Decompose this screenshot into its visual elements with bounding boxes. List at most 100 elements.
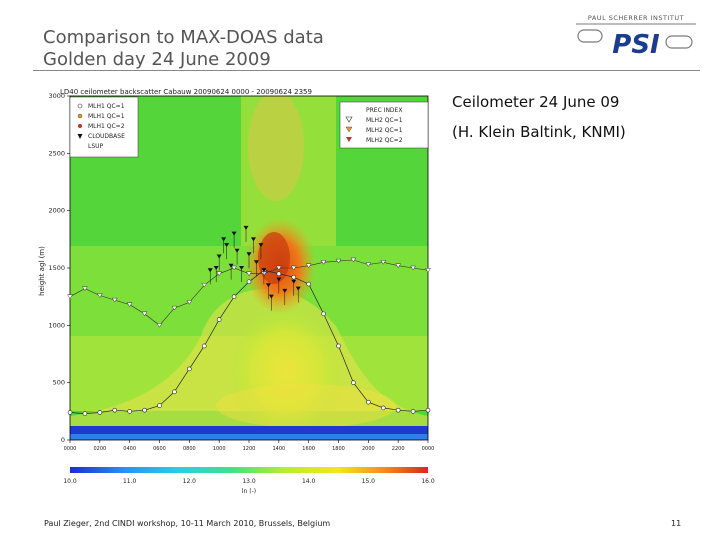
- cloudbase-point: [224, 243, 230, 248]
- residual-points: [67, 257, 431, 328]
- legend-mlh1-qc2-marker: [78, 124, 82, 128]
- cloudbase-points: [207, 225, 301, 311]
- y-tick-label: 1000: [48, 321, 65, 329]
- residual-point: [410, 265, 417, 271]
- residual-point: [395, 263, 402, 269]
- cloudbase-point: [239, 266, 245, 270]
- colorbar-tick-label: 14.0: [302, 478, 316, 485]
- residual-point: [380, 260, 387, 265]
- legend-mlh1-qc1b: MLH1 QC=1: [88, 113, 125, 120]
- cloudbase-point: [261, 268, 267, 273]
- legend-mlh1-qc2: MLH1 QC=2: [88, 123, 125, 130]
- y-tick-label: 1500: [48, 264, 65, 272]
- cloudbase-point: [207, 268, 213, 273]
- residual-point: [111, 297, 118, 303]
- residual-point: [320, 260, 327, 265]
- mlh1-point: [127, 409, 132, 414]
- y-tick-label: 0: [61, 436, 65, 444]
- footer-text: Paul Zieger, 2nd CINDI workshop, 10-11 M…: [44, 519, 331, 528]
- legend-mlh1-qc1: MLH1 QC=1: [88, 103, 125, 110]
- residual-point: [365, 262, 372, 268]
- residual-point: [305, 263, 312, 269]
- cloudbase-point: [234, 248, 240, 253]
- mlh1-point: [231, 294, 237, 299]
- x-tick-label: 1400: [272, 446, 285, 452]
- residual-point: [290, 265, 297, 271]
- cloudbase-point: [276, 277, 282, 282]
- x-tick-label: 2200: [392, 446, 405, 452]
- title-divider: [33, 70, 700, 71]
- residual-point: [96, 293, 103, 298]
- slide-title: Comparison to MAX-DOAS data Golden day 2…: [43, 27, 324, 71]
- colorbar-tick-label: 10.0: [63, 478, 77, 485]
- logo-mark: PSI: [612, 30, 660, 58]
- institute-name: PAUL SCHERRER INSTITUT: [588, 14, 684, 22]
- mlh1-point: [366, 399, 371, 405]
- residual-point: [216, 271, 223, 277]
- residual-point: [186, 300, 193, 305]
- x-tick-label: 1800: [332, 446, 345, 452]
- x-tick-label: 2000: [362, 446, 375, 452]
- x-tick-label: 0000: [64, 446, 77, 452]
- x-tick-label: 0800: [183, 446, 196, 452]
- ceilometer-figure: LD40 ceilometer backscatter Cabauw 20090…: [38, 88, 435, 495]
- y-tick-label: 2500: [48, 149, 65, 157]
- mlh1-point: [276, 271, 282, 277]
- residual-point: [171, 305, 178, 311]
- cloudbase-point: [253, 260, 259, 265]
- legend-right: [339, 101, 429, 149]
- x-tick-label: 0400: [123, 446, 136, 452]
- legend-cloudbase-marker: [77, 134, 83, 139]
- mlh1-point: [216, 317, 222, 322]
- colorbar-tick-label: 13.0: [242, 478, 256, 485]
- colorbar-tick-label: 16.0: [421, 478, 435, 485]
- residual-point: [350, 257, 357, 263]
- mlh1-point: [172, 389, 177, 395]
- mlh1-point: [246, 279, 252, 285]
- legend-mlh2-qc1: MLH2 QC=1: [366, 117, 403, 124]
- x-ticks: 0000 0200 0400 0600 0800 1000 1200 1400 1600 1800…: [64, 440, 435, 452]
- mlh1-point: [291, 274, 297, 280]
- colorbar-tick-label: 15.0: [362, 478, 376, 485]
- legend-mlh2-qc1-marker: [345, 116, 353, 123]
- mlh1-point: [142, 407, 147, 413]
- y-tick-label: 2000: [48, 207, 65, 215]
- title-line-2: Golden day 24 June 2009: [43, 49, 271, 70]
- cloudbase-point: [291, 279, 297, 284]
- cloudbase-point: [250, 237, 256, 242]
- residual-point: [126, 302, 133, 308]
- mlh1-point: [425, 407, 431, 413]
- cloudbase-point: [265, 283, 271, 288]
- mlh1-point: [97, 410, 103, 415]
- cloudbase-point: [231, 231, 237, 236]
- x-tick-label: 1600: [302, 446, 315, 452]
- legend-lsup: LSUP: [88, 143, 104, 150]
- legend-mlh1-qc1-marker: [77, 103, 83, 109]
- residual-point: [425, 268, 431, 273]
- psi-logo: PAUL SCHERRER INSTITUT PSI: [576, 14, 696, 58]
- mlh1-point: [380, 405, 386, 411]
- residual-point: [275, 265, 282, 271]
- residual-point: [231, 265, 238, 271]
- x-tick-label: 0000: [422, 446, 435, 452]
- colorbar-tick-label: 12.0: [183, 478, 197, 485]
- x-tick-label: 1200: [243, 446, 256, 452]
- legend-mlh2-qc2: MLH2 QC=2: [366, 137, 403, 144]
- legend-mlh1-qc1b-marker: [77, 113, 83, 119]
- residual-point: [246, 271, 252, 277]
- y-axis-label: height agl (m): [38, 246, 46, 296]
- x-tick-label: 0600: [153, 446, 166, 452]
- cloudbase-point: [268, 294, 274, 299]
- mlh1-point: [112, 407, 118, 413]
- cloudbase-point: [228, 263, 234, 268]
- caption-line-1: Ceilometer 24 June 09: [452, 93, 620, 111]
- x-tick-label: 1000: [213, 446, 226, 452]
- colorbar-tick-label: 11.0: [123, 478, 137, 485]
- mlh1-point: [336, 343, 341, 349]
- residual-point: [156, 323, 163, 328]
- chart-title: LD40 ceilometer backscatter Cabauw 20090…: [60, 88, 312, 96]
- colorbar-label: ln (-): [242, 488, 256, 495]
- page-number: 11: [671, 519, 682, 528]
- legend-prec-index: PREC INDEX: [366, 107, 402, 114]
- legend-mlh2-qc1b: MLH2 QC=1: [366, 127, 403, 134]
